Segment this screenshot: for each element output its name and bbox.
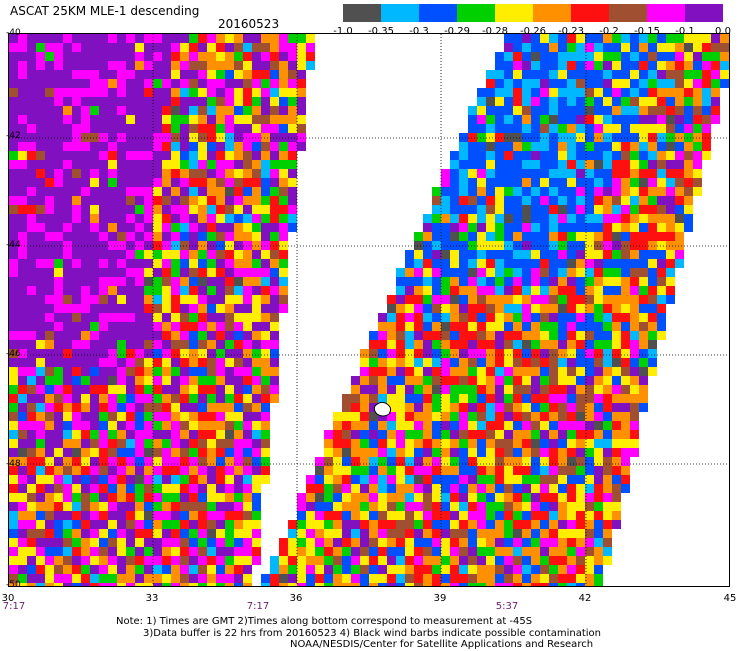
legend-swatch [381,4,419,22]
legend-swatch [685,4,723,22]
legend-swatch [457,4,495,22]
legend-label: -1.0 [333,26,353,37]
longitude-label: 45 [723,593,737,604]
latitude-label: -46 [6,349,21,359]
time-label: 7:17 [2,601,26,612]
note-line-2: 3)Data buffer is 22 hrs from 20160523 4)… [143,628,601,639]
legend-label: -0.2 [599,26,619,37]
legend-label: -0.29 [444,26,470,37]
legend-label: 0.0 [715,26,731,37]
time-label: 7:17 [246,601,270,612]
note-line-1: Note: 1) Times are GMT 2)Times along bot… [116,616,533,627]
legend-label: -0.3 [409,26,429,37]
legend-label: -0.28 [482,26,508,37]
legend-swatch [609,4,647,22]
product-date: 20160523 [218,17,280,31]
legend-swatch [533,4,571,22]
product-title: ASCAT 25KM MLE-1 descending [10,4,200,18]
longitude-label: 30 [1,593,15,604]
legend-swatch [343,4,381,22]
color-legend-bar [343,4,723,22]
latitude-label: -50 [6,580,21,590]
legend-swatch [571,4,609,22]
legend-label: -0.15 [634,26,660,37]
color-legend-labels: -1.0 -0.35 -0.3 -0.29 -0.28 -0.26 -0.23 -0.2 -0.… [330,26,731,38]
latitude-label: -44 [6,240,21,250]
longitude-label: 42 [578,593,592,604]
note-line-3: NOAA/NESDIS/Center for Satellite Applica… [290,639,594,650]
legend-label: -0.1 [675,26,695,37]
legend-label: -0.23 [558,26,584,37]
island-outline [373,401,392,417]
longitude-label: 33 [145,593,159,604]
legend-swatch [647,4,685,22]
longitude-label: 36 [289,593,303,604]
legend-label: -0.35 [368,26,394,37]
latitude-label: -42 [6,131,21,141]
time-label: 5:37 [495,601,519,612]
latitude-label: -48 [6,459,21,469]
swath-map [8,33,730,587]
legend-swatch [495,4,533,22]
latitude-label: -40 [6,28,21,38]
longitude-label: 39 [433,593,447,604]
swath-pixel-grid [9,34,729,586]
legend-swatch [419,4,457,22]
legend-label: -0.26 [520,26,546,37]
